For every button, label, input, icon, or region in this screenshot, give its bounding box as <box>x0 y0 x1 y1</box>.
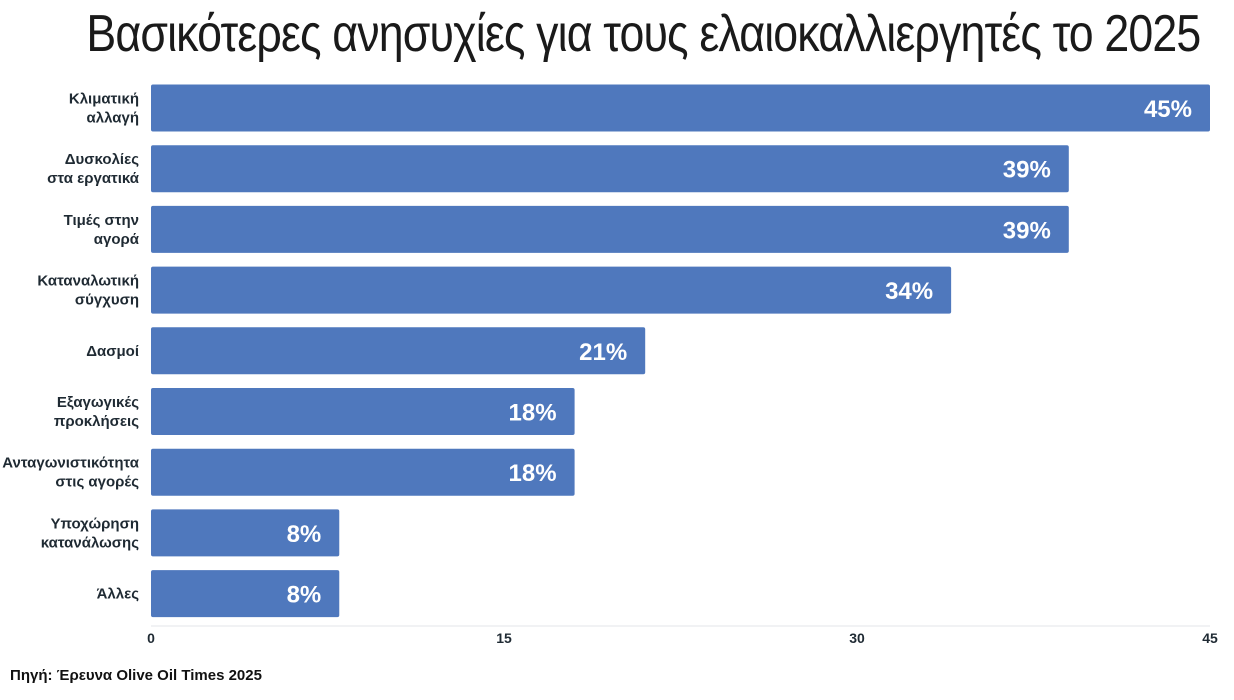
bar-0 <box>151 84 1210 132</box>
value-labels-group: 45% 39% 39% 34% 21% 18% 18% 8% 8% <box>287 96 1192 609</box>
value-label-8: 8% <box>287 582 322 609</box>
category-label-0: Κλιματική αλλαγή <box>69 91 139 127</box>
category-label-3: Καταναλωτική σύγχυση <box>37 273 139 309</box>
value-label-3: 34% <box>885 278 933 305</box>
x-tick-label-1: 15 <box>496 630 512 646</box>
category-label-7: Υποχώρηση κατανάλωσης <box>41 515 139 551</box>
x-tick-labels-group: 0 15 30 45 <box>147 630 1218 646</box>
bar-3 <box>151 266 952 314</box>
category-label-1: Δυσκολίες στα εργατικά <box>47 151 140 187</box>
category-label-2: Τιμές στην αγορά <box>64 212 140 248</box>
value-label-5: 18% <box>509 400 557 427</box>
value-label-0: 45% <box>1144 96 1192 123</box>
x-tick-label-2: 30 <box>849 630 865 646</box>
category-labels-group: Κλιματική αλλαγή Δυσκολίες στα εργατικά Τιμέ… <box>2 91 140 603</box>
bar-4 <box>151 327 646 375</box>
value-label-6: 18% <box>509 460 557 487</box>
bars-group <box>151 84 1210 618</box>
value-label-4: 21% <box>579 339 627 366</box>
bar-6 <box>151 448 575 496</box>
chart-title: Βασικότερες ανησυχίες για τους ελαιοκαλλ… <box>86 5 1201 63</box>
bar-8 <box>151 570 340 618</box>
bar-1 <box>151 145 1069 193</box>
x-tick-label-3: 45 <box>1202 630 1218 646</box>
category-label-6: Ανταγωνιστικότητα στις αγορές <box>2 455 140 491</box>
bar-7 <box>151 509 340 557</box>
category-label-4: Δασμοί <box>86 343 139 360</box>
category-label-5: Εξαγωγικές προκλήσεις <box>54 394 139 430</box>
value-label-1: 39% <box>1003 157 1051 184</box>
value-label-7: 8% <box>287 521 322 548</box>
x-tick-label-0: 0 <box>147 630 155 646</box>
value-label-2: 39% <box>1003 217 1051 244</box>
bar-5 <box>151 388 575 435</box>
bar-2 <box>151 205 1069 253</box>
source-note: Πηγή: Έρευνα Olive Oil Times 2025 <box>10 667 262 684</box>
category-label-8: Άλλες <box>97 586 140 603</box>
